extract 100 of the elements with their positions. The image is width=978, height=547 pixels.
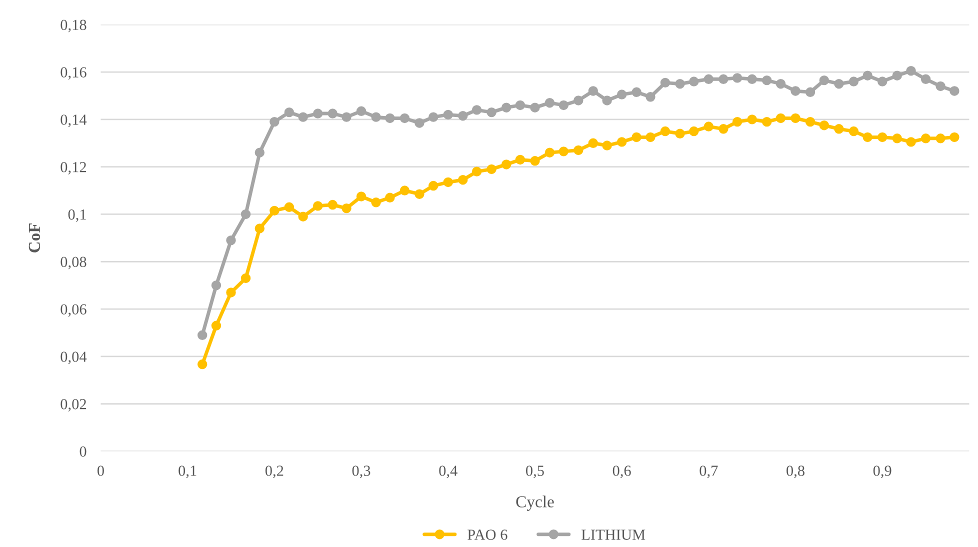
- point: [747, 114, 757, 124]
- point: [298, 212, 308, 222]
- point: [848, 126, 859, 136]
- point: [385, 192, 395, 203]
- point: [197, 359, 208, 370]
- point: [284, 202, 294, 212]
- point: [732, 73, 742, 83]
- x-tick-label: 0,2: [265, 466, 284, 478]
- point: [646, 92, 656, 102]
- point: [211, 280, 222, 290]
- point: [501, 160, 512, 170]
- point: [675, 79, 685, 89]
- x-tick-label: 0,3: [352, 466, 370, 478]
- x-tick-label: 0,4: [439, 466, 458, 478]
- point: [877, 76, 888, 86]
- point: [950, 132, 960, 142]
- point: [660, 78, 670, 88]
- point: [920, 74, 931, 84]
- point: [602, 140, 612, 150]
- point: [906, 137, 916, 147]
- point: [240, 209, 251, 220]
- legend-label: PAO 6: [468, 530, 508, 540]
- point: [906, 66, 916, 76]
- point: [732, 116, 742, 127]
- point: [616, 137, 627, 147]
- point: [371, 112, 381, 122]
- point: [328, 200, 338, 210]
- point: [675, 128, 685, 139]
- y-tick-label: 0,02: [60, 399, 86, 412]
- point: [312, 201, 323, 211]
- point: [588, 138, 598, 148]
- point: [819, 120, 830, 130]
- point: [805, 87, 816, 98]
- point: [472, 166, 482, 176]
- y-tick-label: 0: [80, 446, 86, 457]
- point: [558, 100, 568, 110]
- point: [660, 126, 670, 136]
- point: [197, 330, 208, 340]
- y-tick-label: 0,14: [60, 114, 87, 128]
- point: [616, 90, 627, 100]
- point: [515, 154, 526, 165]
- y-axis-title: CoF: [28, 223, 40, 252]
- point: [328, 108, 338, 118]
- point: [530, 102, 540, 112]
- point: [443, 177, 453, 188]
- point: [602, 96, 612, 106]
- point: [718, 74, 728, 84]
- point: [371, 198, 381, 208]
- point: [718, 124, 728, 134]
- point: [950, 86, 960, 96]
- point: [356, 192, 366, 202]
- point: [920, 134, 931, 144]
- point: [689, 76, 699, 86]
- point: [385, 113, 395, 124]
- point: [574, 96, 584, 106]
- y-tick-label: 0,04: [60, 352, 87, 364]
- point: [458, 111, 468, 121]
- point: [892, 70, 902, 80]
- point: [848, 76, 859, 86]
- point: [515, 100, 526, 110]
- point: [428, 180, 438, 191]
- point: [270, 116, 280, 127]
- point: [936, 134, 946, 144]
- x-tick-label: 0,8: [786, 466, 804, 478]
- point: [588, 86, 598, 96]
- point: [862, 132, 872, 142]
- point: [544, 148, 555, 158]
- point: [632, 132, 642, 142]
- point: [472, 105, 482, 115]
- point: [689, 126, 699, 136]
- point: [574, 145, 584, 156]
- point: [486, 107, 496, 118]
- x-tick-label: 0,6: [612, 466, 631, 478]
- point: [558, 146, 568, 156]
- point: [254, 224, 265, 234]
- point: [762, 116, 772, 127]
- point: [443, 110, 453, 120]
- point: [400, 113, 410, 124]
- x-tick-label: 0,1: [178, 466, 196, 478]
- x-axis-title: Cycle: [516, 496, 554, 511]
- point: [240, 273, 251, 284]
- point: [270, 206, 280, 216]
- point: [544, 98, 555, 108]
- point: [501, 102, 512, 112]
- point: [704, 74, 714, 84]
- x-tick-label: 0,5: [526, 466, 544, 478]
- point: [892, 134, 902, 144]
- point: [342, 112, 352, 122]
- point: [254, 148, 265, 158]
- point: [834, 79, 844, 89]
- y-tick-label: 0,18: [60, 20, 86, 32]
- point: [342, 203, 352, 214]
- point: [747, 74, 757, 84]
- point: [776, 79, 786, 89]
- point: [762, 75, 772, 86]
- point: [877, 132, 888, 142]
- point: [632, 87, 642, 98]
- point: [819, 75, 830, 86]
- point: [704, 122, 714, 132]
- y-tick-label: 0,16: [60, 67, 86, 80]
